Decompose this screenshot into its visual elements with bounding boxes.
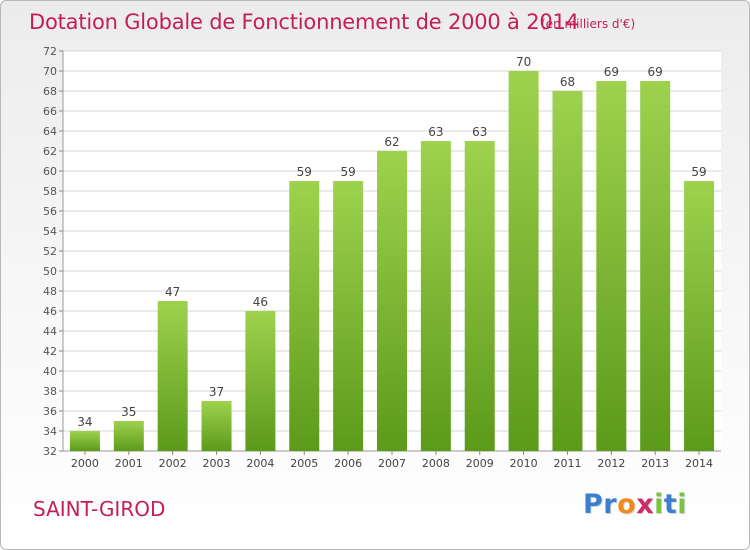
bar	[113, 421, 144, 451]
bar	[201, 401, 232, 451]
y-tick-label: 58	[43, 185, 57, 198]
data-label: 46	[253, 295, 268, 309]
data-label: 63	[472, 125, 487, 139]
logo-letter: i	[677, 489, 688, 520]
data-label: 62	[384, 135, 399, 149]
bar	[420, 141, 451, 451]
x-tick-label: 2008	[422, 457, 450, 470]
bar	[640, 81, 671, 451]
bar	[69, 431, 100, 451]
proxiti-logo: Proxiti	[583, 489, 687, 520]
y-tick-label: 48	[43, 285, 57, 298]
x-tick-label: 2001	[115, 457, 143, 470]
bar	[596, 81, 627, 451]
x-tick-label: 2005	[290, 457, 318, 470]
data-label: 68	[560, 75, 575, 89]
bar	[333, 181, 364, 451]
bar	[464, 141, 495, 451]
y-tick-label: 32	[43, 445, 57, 458]
bar	[508, 71, 539, 451]
y-tick-label: 64	[43, 125, 57, 138]
logo-letter: t	[663, 489, 678, 520]
bar	[289, 181, 320, 451]
data-label: 47	[165, 285, 180, 299]
x-tick-label: 2004	[246, 457, 274, 470]
y-tick-label: 68	[43, 85, 57, 98]
logo-letter: i	[654, 489, 664, 520]
data-label: 34	[77, 415, 92, 429]
bar	[377, 151, 407, 451]
y-tick-label: 56	[43, 205, 57, 218]
data-label: 69	[648, 65, 663, 79]
y-tick-label: 44	[43, 325, 57, 338]
logo-letter: o	[617, 489, 637, 520]
y-tick-label: 62	[43, 145, 57, 158]
data-label: 63	[428, 125, 443, 139]
y-tick-label: 34	[43, 425, 57, 438]
x-tick-label: 2012	[597, 457, 625, 470]
x-tick-label: 2013	[641, 457, 669, 470]
x-tick-label: 2011	[553, 457, 581, 470]
x-tick-label: 2014	[685, 457, 713, 470]
x-tick-label: 2006	[334, 457, 362, 470]
y-tick-label: 66	[43, 105, 57, 118]
y-tick-label: 54	[43, 225, 57, 238]
y-tick-label: 42	[43, 345, 57, 358]
y-tick-label: 72	[43, 45, 57, 58]
unit-note: (en milliers d'€)	[541, 17, 636, 31]
x-tick-label: 2007	[378, 457, 406, 470]
data-label: 70	[516, 55, 531, 69]
x-tick-label: 2009	[466, 457, 494, 470]
data-label: 35	[121, 405, 136, 419]
data-label: 59	[691, 165, 706, 179]
bar	[552, 91, 583, 451]
bar	[684, 181, 715, 451]
data-label: 69	[604, 65, 619, 79]
data-label: 59	[297, 165, 312, 179]
x-tick-label: 2002	[159, 457, 187, 470]
y-tick-label: 40	[43, 365, 57, 378]
y-tick-label: 70	[43, 65, 57, 78]
data-label: 59	[340, 165, 355, 179]
bar	[157, 301, 188, 451]
y-tick-label: 60	[43, 165, 57, 178]
commune-name: SAINT-GIROD	[33, 497, 166, 521]
chart-title: Dotation Globale de Fonctionnement de 20…	[29, 10, 579, 34]
logo-letter: r	[603, 489, 618, 520]
y-tick-label: 38	[43, 385, 57, 398]
x-tick-label: 2010	[510, 457, 538, 470]
logo-letter: P	[583, 489, 604, 520]
logo-letter: x	[636, 489, 655, 520]
data-label: 37	[209, 385, 224, 399]
x-tick-label: 2000	[71, 457, 99, 470]
y-tick-label: 52	[43, 245, 57, 258]
y-tick-label: 50	[43, 265, 57, 278]
bar	[245, 311, 276, 451]
y-tick-label: 46	[43, 305, 57, 318]
x-tick-label: 2003	[203, 457, 231, 470]
y-tick-label: 36	[43, 405, 57, 418]
